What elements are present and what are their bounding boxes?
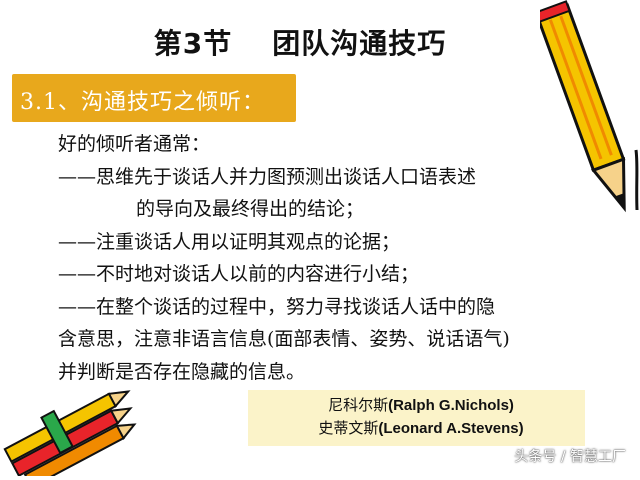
- body-line: 含意思，注意非语言信息(面部表情、姿势、说话语气): [58, 328, 510, 350]
- title-topic: 团队沟通技巧: [272, 27, 447, 60]
- body-line: 并判断是否存在隐藏的信息。: [58, 360, 306, 383]
- body-line: 的导向及最终得出的结论；: [136, 198, 365, 220]
- citation-author-1: 尼科尔斯(Ralph G.Nichols): [276, 394, 566, 417]
- slide-title: 第3节 团队沟通技巧: [0, 22, 600, 62]
- pencil-icon: [540, 0, 639, 213]
- title-section-number: 第3节: [153, 27, 233, 60]
- section-label: 3.1、沟通技巧之倾听：: [20, 90, 265, 115]
- body-line: 好的倾听者通常：: [58, 133, 211, 155]
- citation: 尼科尔斯(Ralph G.Nichols) 史蒂文斯(Leonard A.Ste…: [276, 394, 566, 440]
- section-banner: [12, 74, 296, 122]
- body-line: ——不时地对谈话人以前的内容进行小结；: [58, 263, 420, 285]
- body-text: 好的倾听者通常： ——思维先于谈话人并力图预测出谈话人口语表述 的导向及最终得出…: [58, 128, 603, 388]
- body-line: ——注重谈话人用以证明其观点的论据；: [58, 230, 401, 253]
- citation-author-1-cn: 尼科尔斯: [328, 396, 389, 414]
- citation-author-1-latin: (Ralph G.Nichols): [388, 397, 514, 414]
- citation-author-2-cn: 史蒂文斯: [318, 419, 379, 437]
- pencils-bundle-icon: [3, 390, 137, 476]
- body-line: ——思维先于谈话人并力图预测出谈话人口语表述: [58, 165, 477, 188]
- body-line: ——在整个谈话的过程中，努力寻找谈话人话中的隐: [58, 295, 496, 318]
- watermark: 头条号 / 智慧工厂: [514, 449, 626, 465]
- citation-author-2: 史蒂文斯(Leonard A.Stevens): [276, 417, 566, 440]
- citation-author-2-latin: (Leonard A.Stevens): [378, 420, 524, 437]
- citation-box: [248, 390, 585, 446]
